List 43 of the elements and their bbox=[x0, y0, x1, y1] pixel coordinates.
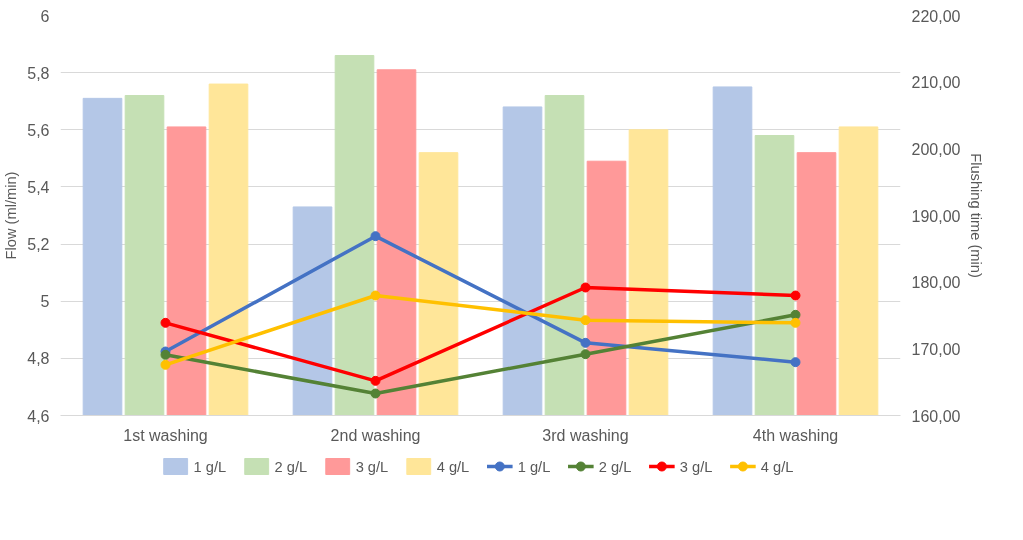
y2-tick-label: 190,00 bbox=[911, 207, 961, 225]
y2-tick-label: 180,00 bbox=[911, 274, 961, 292]
y-tick-label: 5 bbox=[40, 293, 50, 311]
x-tick-label: 3rd washing bbox=[542, 426, 629, 444]
point bbox=[580, 337, 591, 348]
y-tick-label: 5,8 bbox=[27, 64, 50, 82]
point bbox=[790, 317, 801, 328]
point bbox=[580, 315, 591, 326]
x-tick-label: 2nd washing bbox=[330, 426, 421, 444]
point bbox=[370, 231, 381, 242]
legend-label: 2 g/L bbox=[274, 458, 308, 475]
point bbox=[370, 375, 381, 386]
point bbox=[790, 357, 801, 368]
y2-tick-label: 200,00 bbox=[911, 140, 961, 158]
y2-tick-label: 220,00 bbox=[911, 7, 961, 25]
point bbox=[370, 290, 381, 301]
point bbox=[790, 309, 801, 320]
x-tick-label: 4th washing bbox=[752, 426, 839, 444]
y2-tick-label: 160,00 bbox=[911, 407, 961, 425]
legend-label: 2 g/L bbox=[598, 458, 632, 475]
point bbox=[370, 388, 381, 399]
y-axis-title: Flow (ml/min) bbox=[3, 171, 20, 260]
y-tick-label: 4,6 bbox=[27, 407, 50, 425]
legend-label: 1 g/L bbox=[517, 458, 551, 475]
y-tick-label: 5,2 bbox=[27, 236, 50, 254]
point bbox=[790, 290, 801, 301]
legend-label: 1 g/L bbox=[193, 458, 227, 475]
y2-axis-title: Flushing time (min) bbox=[968, 153, 985, 278]
legend-label: 4 g/L bbox=[760, 458, 794, 475]
y2-tick-label: 170,00 bbox=[911, 340, 961, 358]
y2-tick-label: 210,00 bbox=[911, 74, 961, 92]
legend-label: 3 g/L bbox=[679, 458, 713, 475]
point bbox=[160, 359, 171, 370]
point bbox=[580, 282, 591, 293]
y-tick-label: 5,6 bbox=[27, 121, 50, 139]
y-tick-label: 4,8 bbox=[27, 350, 50, 368]
y-tick-label: 5,4 bbox=[27, 178, 50, 196]
x-tick-label: 1st washing bbox=[123, 426, 208, 444]
y-tick-label: 6 bbox=[40, 7, 50, 25]
legend-label: 4 g/L bbox=[436, 458, 470, 475]
point bbox=[160, 317, 171, 328]
point bbox=[580, 349, 591, 360]
legend-label: 3 g/L bbox=[355, 458, 389, 475]
